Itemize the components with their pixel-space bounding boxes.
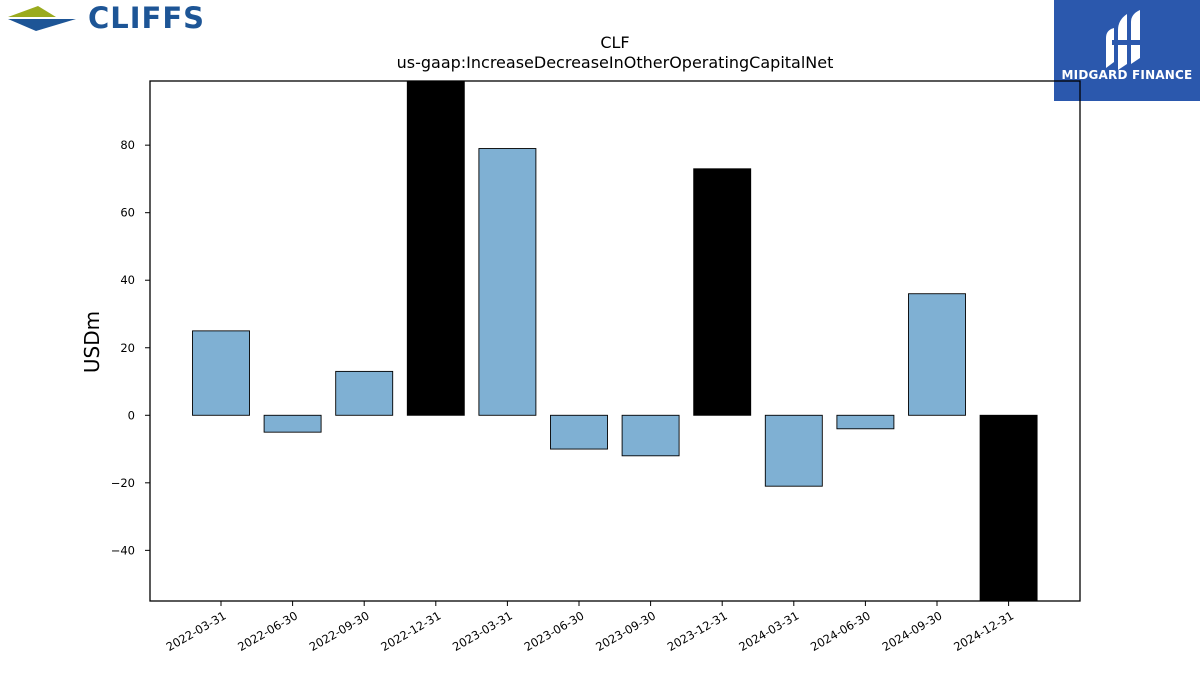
x-tick-label: 2022-06-30 [235, 608, 300, 654]
y-tick-label: −20 [111, 476, 135, 490]
x-tick-label: 2023-09-30 [593, 608, 658, 654]
bar-2022-06-30 [263, 414, 322, 433]
y-tick-label: 40 [120, 273, 135, 287]
bar-2024-12-31 [979, 414, 1038, 601]
x-tick-label: 2023-12-31 [665, 608, 730, 654]
bar-2024-09-30 [908, 293, 966, 416]
midgard-finance-logo: MIDGARD FINANCE [1054, 0, 1200, 101]
x-tick-label: 2023-03-31 [450, 608, 515, 654]
x-tick-label: 2022-12-31 [378, 608, 443, 654]
plot-frame [149, 80, 1081, 602]
y-axis-label: USDm [80, 311, 104, 373]
y-tick-label: 0 [128, 408, 135, 422]
bars-group [192, 81, 1038, 601]
x-tick-label: 2024-09-30 [880, 608, 945, 654]
y-tick-label: −40 [111, 543, 135, 557]
cliffs-logo-olive-mark [8, 6, 56, 17]
bar-2023-03-31 [478, 148, 537, 416]
bar-2022-12-31 [406, 81, 465, 416]
bar-2024-03-31 [764, 414, 823, 487]
bar-2022-09-30 [335, 370, 394, 416]
bar-2023-06-30 [550, 414, 608, 450]
y-tick-label: 20 [120, 341, 135, 355]
bar-2024-06-30 [836, 414, 895, 430]
chart-subtitle: us-gaap:IncreaseDecreaseInOtherOperating… [397, 53, 834, 72]
x-tick-label: 2024-12-31 [951, 608, 1016, 654]
y-tick-label: 60 [120, 206, 135, 220]
bar-2023-12-31 [693, 168, 752, 416]
x-tick-label: 2022-03-31 [164, 608, 229, 654]
cliffs-logo [8, 6, 76, 31]
x-tick-label: 2024-03-31 [736, 608, 801, 654]
midgard-brand-text: MIDGARD FINANCE [1061, 68, 1193, 82]
midgard-emblem-icon [1106, 10, 1142, 70]
x-tick-label: 2022-09-30 [307, 608, 372, 654]
cliffs-logo-text: CLIFFS [88, 1, 206, 35]
x-tick-label: 2023-06-30 [522, 608, 587, 654]
x-tick-label: 2024-06-30 [808, 608, 873, 654]
y-tick-label: 80 [120, 138, 135, 152]
chart-title: CLF [600, 33, 629, 52]
bar-2022-03-31 [192, 330, 250, 416]
cliffs-logo-blue-mark [8, 19, 76, 31]
bar-2023-09-30 [621, 414, 680, 457]
